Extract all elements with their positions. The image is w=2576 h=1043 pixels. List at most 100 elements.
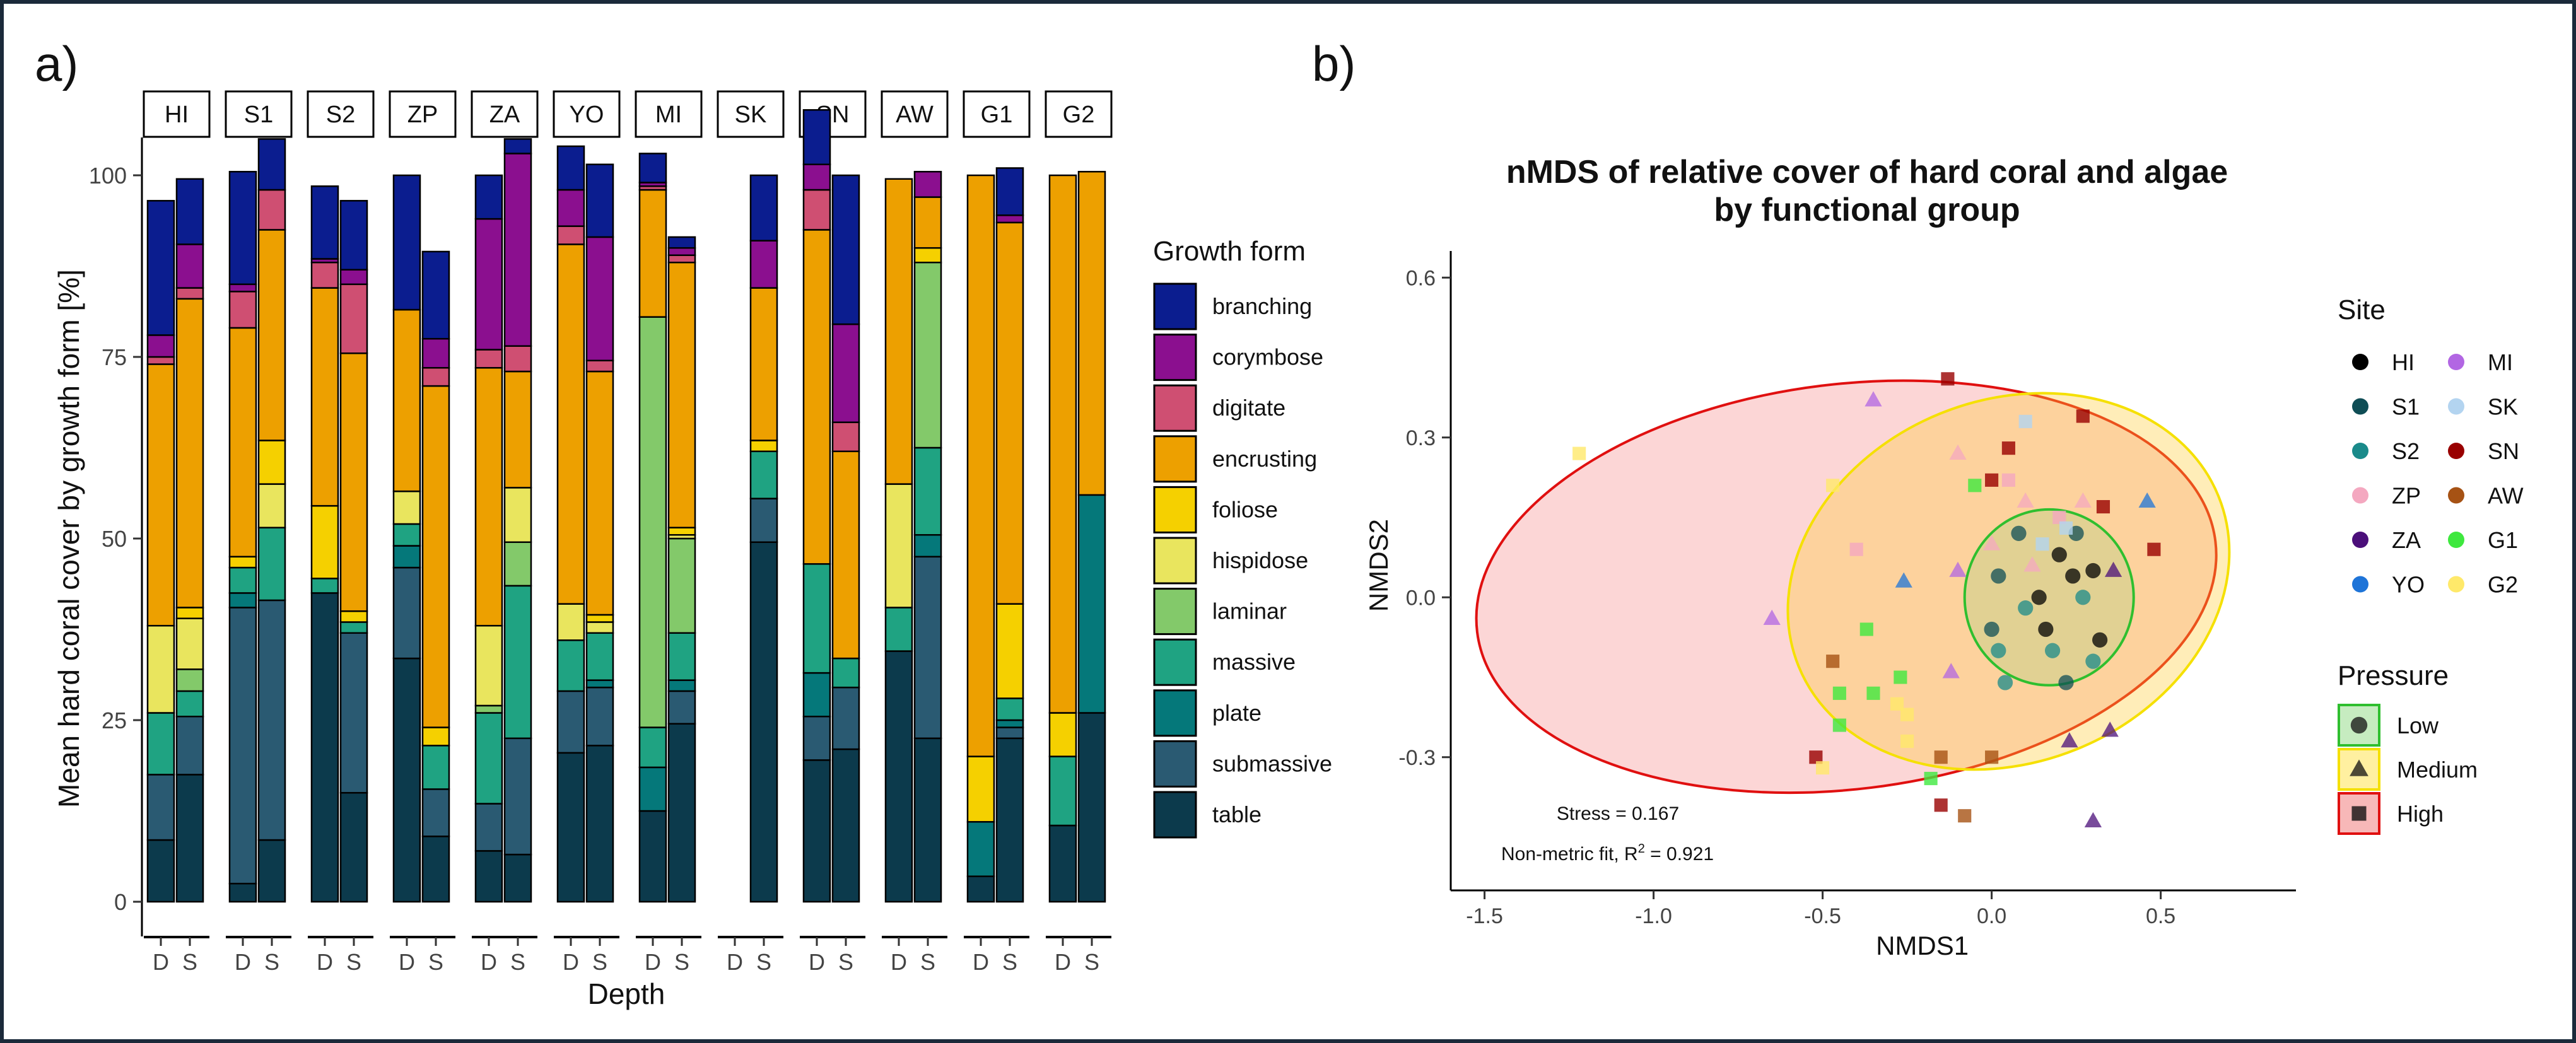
- bar-segment-table: [1077, 712, 1106, 903]
- scatter-point-HI: [2092, 632, 2108, 648]
- scatter-point-HI: [2065, 568, 2081, 584]
- scatter-point-ZP: [2001, 473, 2015, 487]
- bar-segment-massive: [1048, 755, 1077, 827]
- bar-segment-submassive: [749, 498, 778, 544]
- legend-swatch-branching: [1153, 283, 1197, 330]
- legend-swatch-table: [1153, 791, 1197, 839]
- legend-site-label-ZP: ZP: [2392, 483, 2421, 509]
- bar-segment-table: [392, 657, 421, 903]
- scatter-point-ZP: [2017, 492, 2034, 508]
- scatter-point-S1: [2011, 525, 2027, 541]
- bar-segment-plate: [585, 679, 614, 689]
- bar-segment-branching: [831, 174, 860, 325]
- bar-segment-laminar: [175, 668, 204, 692]
- scatter-point-YO: [1895, 572, 1912, 588]
- scatter-point-ZA: [2061, 732, 2078, 748]
- legend-site-label-HI: HI: [2392, 349, 2415, 375]
- legend-pressure-label-low: Low: [2397, 713, 2439, 738]
- bar-segment-massive: [503, 585, 532, 740]
- legend-site-dot-HI: [2352, 354, 2368, 370]
- bar-segment-corymbose: [556, 189, 585, 227]
- chart-title-line2: by functional group: [1714, 192, 2020, 228]
- facet-strip: [635, 90, 703, 138]
- bar-segment-digitate: [421, 367, 450, 387]
- bar-segment-plate: [392, 545, 421, 569]
- x-tick-label: D: [563, 949, 579, 975]
- bar-segment-table: [503, 853, 532, 903]
- bar-segment-corymbose: [421, 337, 450, 369]
- scatter-point-SK: [2035, 537, 2049, 551]
- bar-segment-corymbose: [146, 334, 175, 358]
- fit-prefix: Non-metric fit, R: [1501, 844, 1638, 865]
- bar-segment-digitate: [175, 287, 204, 300]
- bar-segment-plate: [995, 719, 1024, 728]
- bar-segment-table: [585, 745, 614, 903]
- bar-segment-table: [995, 737, 1024, 903]
- legend-site-dot-AW: [2448, 487, 2464, 504]
- bar-segment-encrusting: [884, 178, 913, 485]
- scatter-point-MI: [1865, 391, 1882, 407]
- bar-segment-branching: [175, 178, 204, 245]
- bar-segment-hispidose: [474, 624, 503, 707]
- facet-label: AW: [896, 102, 934, 128]
- bar-segment-submassive: [339, 632, 368, 794]
- bar-segment-corymbose: [228, 283, 257, 293]
- x-tick-label: S: [756, 949, 771, 975]
- scatter-point-S2: [1991, 643, 2006, 658]
- bar-segment-digitate: [146, 356, 175, 365]
- bar-segment-digitate: [339, 283, 368, 354]
- bar-segment-encrusting: [995, 221, 1024, 605]
- bar-segment-corymbose: [585, 236, 614, 362]
- bar-segment-table: [749, 541, 778, 903]
- x-tick-label: D: [809, 949, 825, 975]
- x-tick-label: S: [510, 949, 525, 975]
- legend-site-label-MI: MI: [2488, 349, 2513, 375]
- bar-segment-table: [339, 791, 368, 903]
- facet-strip: [717, 90, 785, 138]
- bar-segment-hispidose: [556, 603, 585, 641]
- scatter-point-AW: [1958, 809, 1972, 823]
- bar-segment-corymbose: [802, 163, 831, 191]
- scatter-point-ZP: [1982, 535, 2001, 551]
- x-tick-label: 0.5: [2146, 904, 2175, 928]
- bar-segment-branching: [556, 145, 585, 191]
- x-tick-label: D: [1055, 949, 1071, 975]
- bar-segment-massive: [228, 566, 257, 594]
- bar-segment-encrusting: [175, 298, 204, 609]
- bar-segment-submassive: [257, 599, 286, 841]
- legend-site-label-G2: G2: [2488, 572, 2518, 598]
- x-tick-label: S: [346, 949, 361, 975]
- scatter-point-G2: [1890, 697, 1904, 711]
- facet-label: G1: [981, 102, 1013, 128]
- bar-segment-massive: [667, 632, 696, 681]
- legend-site-label-SN: SN: [2488, 438, 2519, 464]
- bar-segment-branching: [257, 138, 286, 191]
- x-axis-title: Depth: [588, 977, 665, 1010]
- facet-strip: [471, 90, 539, 138]
- x-tick-label: D: [235, 949, 251, 975]
- bar-segment-massive: [474, 712, 503, 805]
- x-tick-label: D: [727, 949, 743, 975]
- bar-segment-plate: [1077, 494, 1106, 714]
- bar-segment-foliose: [339, 610, 368, 623]
- scatter-point-SN: [2096, 500, 2111, 514]
- legend-site-label-G1: G1: [2488, 527, 2518, 553]
- x-tick-label: D: [399, 949, 415, 975]
- bar-segment-branching: [585, 163, 614, 238]
- bar-segment-laminar: [503, 541, 532, 587]
- scatter-point-G1: [1968, 479, 1982, 492]
- bar-segment-massive: [146, 712, 175, 776]
- bar-segment-table: [228, 882, 257, 903]
- legend-swatch-corymbose: [1153, 334, 1197, 382]
- legend-site-dot-G1: [2448, 532, 2464, 548]
- bar-segment-plate: [802, 672, 831, 718]
- bar-segment-branching: [474, 174, 503, 220]
- scatter-point-HI: [2031, 590, 2047, 605]
- bar-segment-submassive: [802, 715, 831, 761]
- x-tick-label: -1.5: [1466, 904, 1503, 928]
- scatter-point-ZA: [2104, 561, 2122, 577]
- scatter-point-HI: [2085, 562, 2101, 579]
- bar-segment-foliose: [913, 247, 942, 264]
- scatter-point-G1: [1924, 771, 1938, 786]
- legend-label-submassive: submassive: [1212, 750, 1332, 776]
